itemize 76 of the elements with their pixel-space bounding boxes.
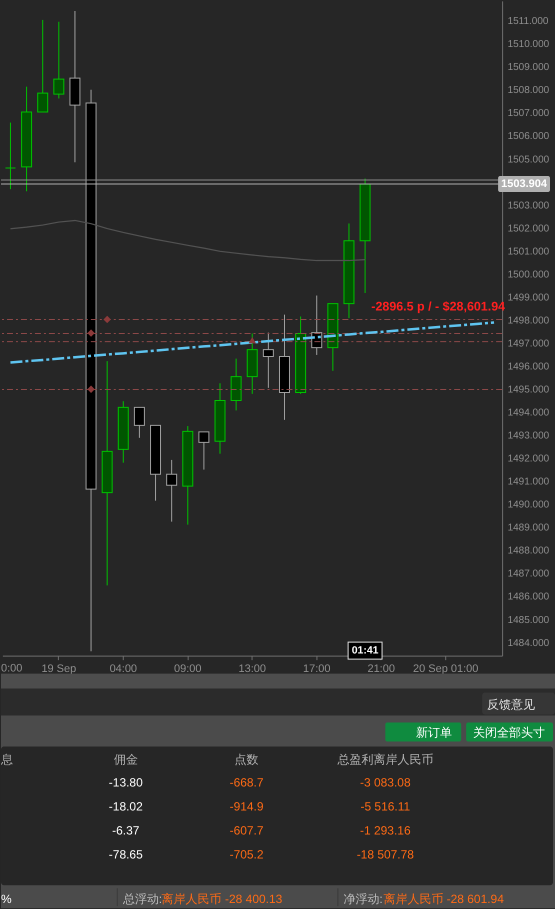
y-tick-label: 1485.000 — [508, 614, 550, 626]
candlestick — [53, 21, 64, 99]
y-tick-label: 1491.000 — [508, 476, 550, 488]
text: % — [1, 892, 12, 906]
text: -18 507.78 — [356, 847, 414, 862]
x-tick-label: 20 Sep 01:00 — [413, 663, 478, 676]
text: -6.37 — [112, 823, 140, 838]
y-tick-label: 1486.000 — [508, 592, 550, 603]
text: 佣金 — [114, 752, 138, 766]
candlestick — [230, 358, 242, 411]
line-series — [9, 321, 496, 364]
candlestick — [198, 431, 210, 470]
line-series — [10, 220, 366, 262]
x-tick-label: 13:00 — [238, 663, 266, 676]
y-tick-label: 1497.000 — [508, 338, 550, 350]
candlestick — [166, 459, 178, 522]
point — [103, 316, 111, 324]
text: 新订单 — [416, 725, 452, 740]
text: 总浮动: — [122, 892, 162, 906]
candlestick — [134, 406, 145, 438]
y-tick-label: 1501.000 — [508, 246, 550, 258]
x-tick-label: 21:00 — [367, 663, 395, 676]
x-tick-label: 17:00 — [302, 663, 330, 676]
text: 反馈意见 — [487, 698, 536, 712]
annotation: 01:41 — [352, 646, 379, 657]
y-tick-label: 1502.000 — [508, 223, 550, 234]
text: -1 293.16 — [360, 823, 411, 838]
point — [87, 386, 95, 393]
x-tick-label: 19 Sep — [41, 663, 76, 676]
y-tick-label: 1494.000 — [508, 408, 550, 419]
y-tick-label: 1493.000 — [508, 430, 550, 442]
x-tick-label: 09:00 — [174, 663, 202, 676]
y-tick-label: 1490.000 — [508, 500, 550, 511]
y-tick-label: 1492.000 — [508, 454, 550, 465]
text: -3 083.08 — [360, 775, 411, 790]
candlestick — [4, 122, 16, 190]
x-tick-label: 04:00 — [110, 663, 138, 676]
y-tick-label: 1495.000 — [508, 384, 550, 396]
text: 点数 — [234, 752, 259, 766]
y-tick-label: 1509.000 — [508, 62, 550, 74]
text: -607.7 — [230, 823, 264, 838]
text: -78.65 — [108, 847, 144, 862]
text: -18.02 — [108, 799, 144, 814]
text: -13.80 — [108, 775, 144, 790]
y-tick-label: 1496.000 — [508, 361, 550, 372]
text: -914.9 — [230, 799, 264, 814]
text: 离岸人民币 -28 400.13 — [162, 892, 283, 906]
y-tick-label: 1487.000 — [508, 568, 550, 580]
text: -705.2 — [230, 847, 264, 862]
point — [87, 329, 95, 337]
candlestick — [262, 332, 274, 388]
y-tick-label: 1508.000 — [508, 85, 550, 96]
y-tick-label: 1500.000 — [508, 269, 550, 280]
y-tick-label: 1511.000 — [508, 16, 549, 28]
point — [248, 336, 256, 344]
ref-line-label: 1503.904 — [501, 178, 548, 190]
text: 0:00 — [1, 662, 22, 675]
text: 净浮动: — [343, 892, 383, 906]
y-tick-label: 1505.000 — [508, 154, 550, 166]
y-tick-label: 1507.000 — [508, 108, 550, 120]
y-tick-label: 1489.000 — [508, 522, 550, 534]
y-tick-label: 1498.000 — [508, 315, 550, 326]
y-tick-label: 1510.000 — [508, 39, 550, 50]
text: 息 — [0, 752, 13, 766]
text: 总盈利离岸人民币 — [336, 752, 434, 766]
y-tick-label: 1503.000 — [508, 200, 550, 212]
text: -668.7 — [230, 775, 264, 790]
text: 离岸人民币 -28 601.94 — [383, 892, 504, 906]
candlestick — [37, 19, 48, 113]
annotation: -2896.5 p / - $28,601.94 — [371, 299, 506, 314]
text: 关闭全部头寸 — [473, 725, 546, 740]
y-tick-label: 1499.000 — [508, 292, 550, 304]
y-tick-label: 1484.000 — [508, 638, 550, 649]
y-tick-label: 1506.000 — [508, 131, 550, 142]
y-tick-label: 1488.000 — [508, 546, 550, 557]
text: -5 516.11 — [360, 799, 410, 814]
